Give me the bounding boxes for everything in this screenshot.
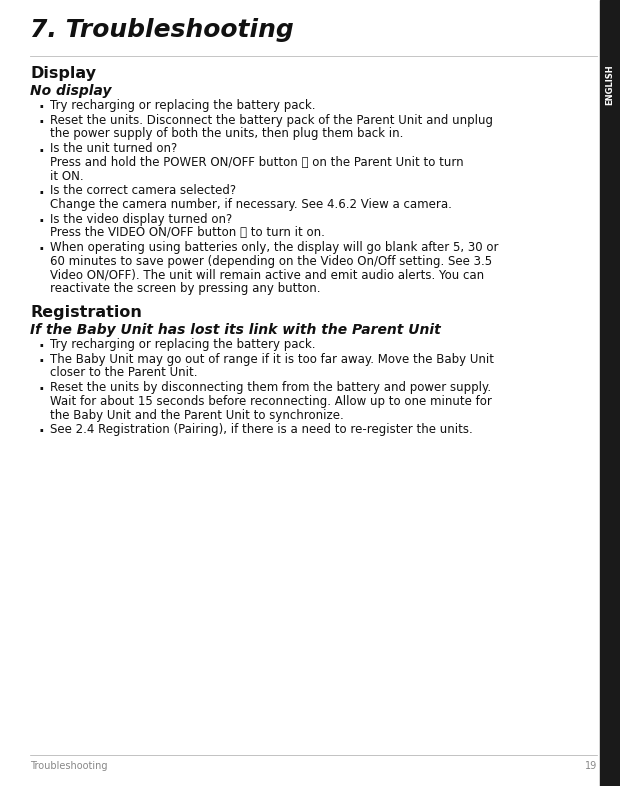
Text: Troubleshooting: Troubleshooting [30,761,107,771]
Text: Try recharging or replacing the battery pack.: Try recharging or replacing the battery … [50,338,316,351]
Text: closer to the Parent Unit.: closer to the Parent Unit. [50,366,198,380]
Text: When operating using batteries only, the display will go blank after 5, 30 or: When operating using batteries only, the… [50,241,498,255]
Text: Is the unit turned on?: Is the unit turned on? [50,142,177,156]
Text: See 2.4 Registration (Pairing), if there is a need to re-register the units.: See 2.4 Registration (Pairing), if there… [50,424,472,436]
Text: If the Baby Unit has lost its link with the Parent Unit: If the Baby Unit has lost its link with … [30,323,441,337]
Text: the Baby Unit and the Parent Unit to synchronize.: the Baby Unit and the Parent Unit to syn… [50,409,343,421]
Text: reactivate the screen by pressing any button.: reactivate the screen by pressing any bu… [50,282,321,295]
Text: Press the VIDEO ON/OFF button ⭘ to turn it on.: Press the VIDEO ON/OFF button ⭘ to turn … [50,226,325,240]
Text: ·: · [38,100,43,115]
Text: ·: · [38,339,43,354]
Text: Reset the units by disconnecting them from the battery and power supply.: Reset the units by disconnecting them fr… [50,381,491,395]
Text: ·: · [38,354,43,369]
Text: ·: · [38,243,43,258]
Text: it ON.: it ON. [50,170,84,182]
Text: Reset the units. Disconnect the battery pack of the Parent Unit and unplug: Reset the units. Disconnect the battery … [50,114,493,127]
Text: 60 minutes to save power (depending on the Video On/Off setting. See 3.5: 60 minutes to save power (depending on t… [50,255,492,268]
Text: ·: · [38,383,43,398]
Text: Change the camera number, if necessary. See 4.6.2 View a camera.: Change the camera number, if necessary. … [50,198,452,211]
Text: ·: · [38,144,43,159]
Text: ·: · [38,115,43,130]
Text: Registration: Registration [30,305,142,320]
Text: Wait for about 15 seconds before reconnecting. Allow up to one minute for: Wait for about 15 seconds before reconne… [50,395,492,408]
Text: ENGLISH: ENGLISH [606,64,614,105]
Text: The Baby Unit may go out of range if it is too far away. Move the Baby Unit: The Baby Unit may go out of range if it … [50,353,494,366]
Text: 7. Troubleshooting: 7. Troubleshooting [30,18,294,42]
Text: ·: · [38,185,43,200]
Text: ·: · [38,214,43,229]
Text: No display: No display [30,84,112,98]
Text: Display: Display [30,66,96,81]
Text: Is the video display turned on?: Is the video display turned on? [50,213,232,226]
Text: the power supply of both the units, then plug them back in.: the power supply of both the units, then… [50,127,404,141]
Text: Is the correct camera selected?: Is the correct camera selected? [50,185,236,197]
Text: 19: 19 [585,761,597,771]
Bar [600,0,620,786]
Text: Try recharging or replacing the battery pack.: Try recharging or replacing the battery … [50,99,316,112]
Text: ·: · [38,424,43,439]
Text: Press and hold the POWER ON/OFF button Ⓟ on the Parent Unit to turn: Press and hold the POWER ON/OFF button Ⓟ… [50,156,464,169]
Text: Video ON/OFF). The unit will remain active and emit audio alerts. You can: Video ON/OFF). The unit will remain acti… [50,269,484,281]
